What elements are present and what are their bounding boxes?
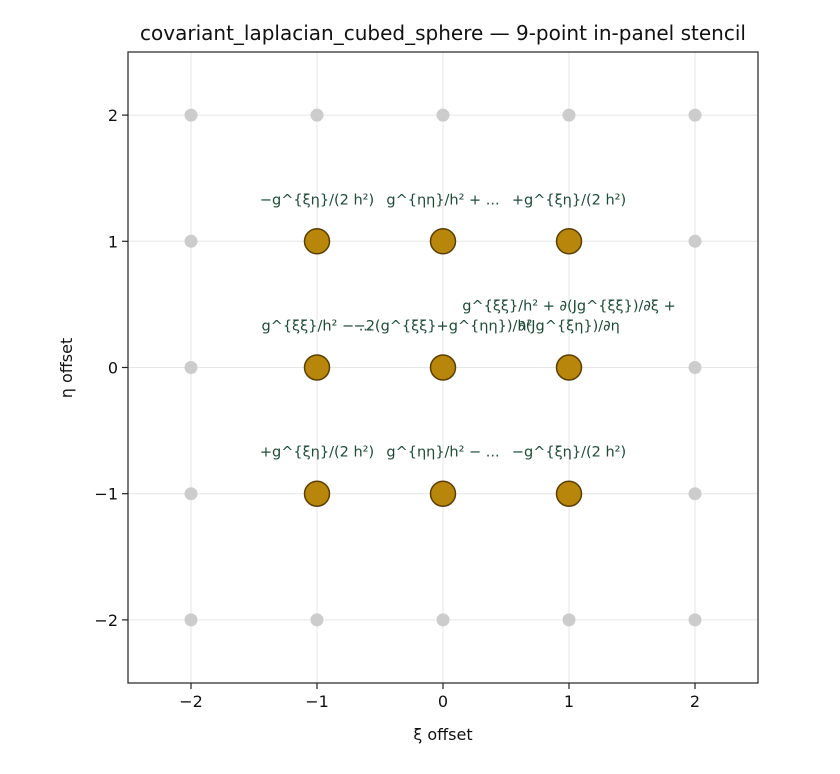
background-point [688, 361, 702, 374]
background-point [688, 234, 702, 248]
x-tick-label: −1 [305, 692, 329, 711]
y-tick-label: −1 [94, 485, 118, 504]
chart-title: covariant_laplacian_cubed_sphere — 9-poi… [140, 21, 746, 45]
background-point [310, 613, 324, 627]
background-point [688, 487, 702, 501]
background-point [184, 613, 198, 627]
stencil-point [429, 480, 457, 507]
stencil-label: +g^{ξη}/(2 h²) [512, 192, 626, 208]
stencil-label: −g^{ξη}/(2 h²) [512, 445, 626, 461]
stencil-label: g^{ηη}/h² + ... [386, 192, 499, 208]
stencil-label: −g^{ξη}/(2 h²) [260, 192, 374, 208]
background-point [436, 613, 450, 627]
x-tick-label: 0 [438, 692, 448, 711]
stencil-point [555, 480, 583, 507]
x-tick-label: −2 [179, 692, 203, 711]
stencil-point [303, 354, 331, 381]
stencil-point [429, 228, 457, 255]
background-points-layer [184, 108, 702, 627]
y-tick-label: 2 [108, 106, 118, 125]
x-axis-label: ξ offset [413, 725, 472, 744]
background-point [688, 613, 702, 627]
background-point [562, 108, 576, 122]
stencil-label: −2(g^{ξξ}+g^{ηη})/h² [354, 319, 533, 335]
background-point [688, 108, 702, 122]
stencil-label: +g^{ξη}/(2 h²) [260, 445, 374, 461]
stencil-point [303, 480, 331, 507]
stencil-label: g^{ξξ}/h² − ... [261, 319, 372, 335]
stencil-label: g^{ξξ}/h² + ∂(Jg^{ξξ})/∂ξ + ∂(Jg^{ξη})/∂η [462, 299, 676, 335]
background-point [184, 108, 198, 122]
stencil-label: g^{ηη}/h² − ... [386, 445, 499, 461]
stencil-points-layer [303, 228, 583, 507]
ticks-layer: −2 −1 0 1 2 −2 −1 0 1 2 [94, 106, 700, 711]
y-tick-label: 1 [108, 232, 118, 251]
stencil-point [429, 354, 457, 381]
y-tick-label: −2 [94, 611, 118, 630]
background-point [436, 108, 450, 122]
background-point [184, 487, 198, 501]
stencil-point [555, 354, 583, 381]
x-tick-label: 2 [690, 692, 700, 711]
y-axis-label: η offset [57, 338, 76, 399]
x-tick-label: 1 [564, 692, 574, 711]
y-tick-label: 0 [108, 359, 118, 378]
stencil-labels-layer: −g^{ξη}/(2 h²) g^{ηη}/h² + ... +g^{ξη}/(2 … [260, 192, 676, 460]
background-point [562, 613, 576, 627]
stencil-point [303, 228, 331, 255]
background-point [184, 361, 198, 374]
background-point [310, 108, 324, 122]
stencil-point [555, 228, 583, 255]
background-point [184, 234, 198, 248]
